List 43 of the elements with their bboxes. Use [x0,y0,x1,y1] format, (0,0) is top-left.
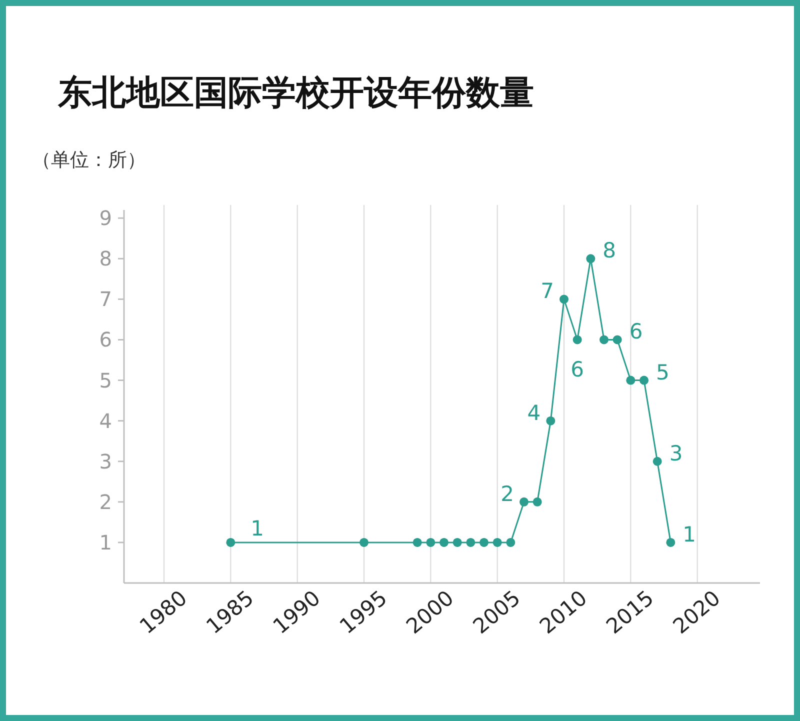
point [600,335,608,344]
data-label: 6 [570,358,584,382]
data-label: 5 [656,360,670,384]
data-label: 1 [250,516,264,540]
point [360,538,368,547]
y-tick-label: 6 [99,328,112,352]
point [426,538,436,547]
point [586,254,596,264]
y-tick-label: 9 [99,206,112,230]
point [666,538,676,547]
point [572,335,582,344]
y-tick-label: 2 [99,490,112,514]
point [452,538,462,547]
data-label: 1 [682,522,696,546]
point [626,376,636,385]
point [560,294,568,304]
point [466,538,476,547]
point [506,538,516,547]
point [520,497,528,506]
chart-title: 东北地区国际学校开设年份数量 [57,73,534,113]
point [412,538,422,547]
data-label: 3 [669,441,683,466]
y-tick-label: 8 [99,246,112,271]
data-label: 7 [540,279,554,304]
y-tick-label: 1 [99,530,112,554]
point [532,497,542,506]
y-tick-label: 7 [99,287,112,312]
y-tick-label: 3 [99,449,112,474]
point [480,538,488,547]
point [226,538,236,547]
data-label: 2 [500,482,514,506]
point [652,456,662,466]
data-label: 4 [527,400,541,425]
point [612,335,622,344]
data-label: 6 [629,320,643,344]
text: （单位：所） [32,149,146,171]
point [640,376,648,385]
point [440,538,448,547]
point [492,538,502,547]
y-tick-label: 5 [99,368,112,392]
data-label: 8 [602,238,616,263]
y-tick-label: 4 [99,408,112,433]
point [546,416,556,426]
